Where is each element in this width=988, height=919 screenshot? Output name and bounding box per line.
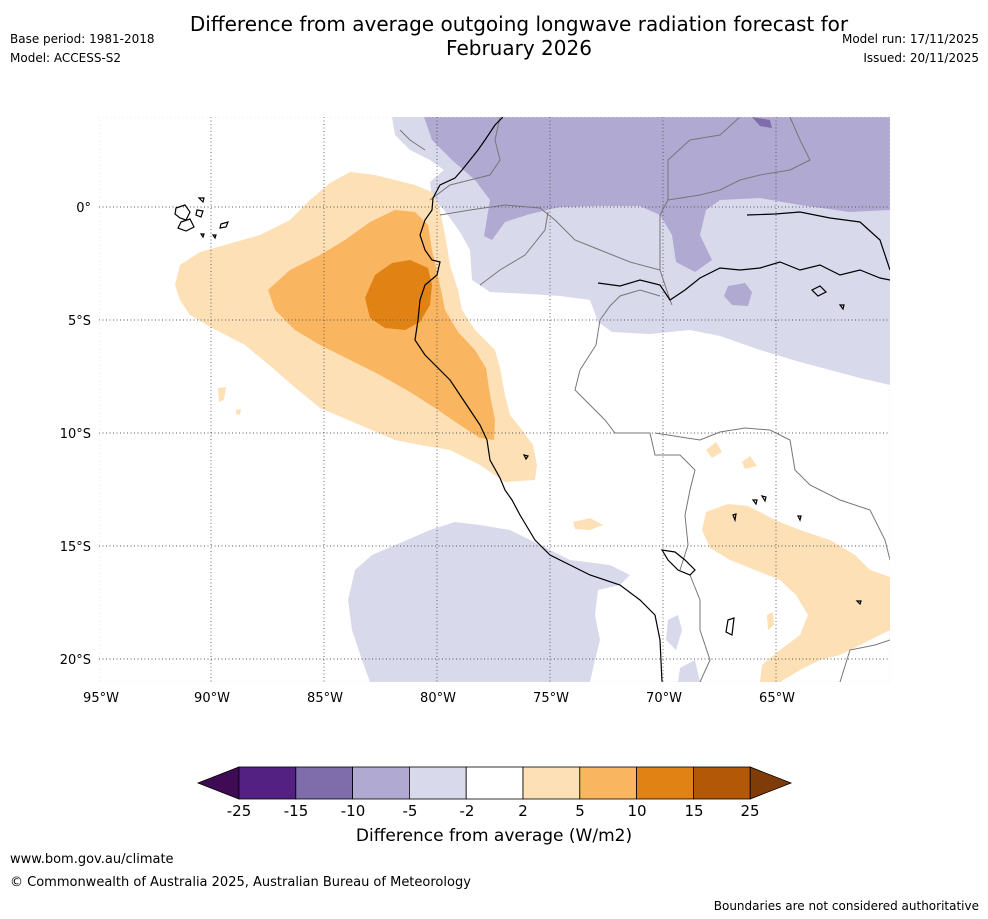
latitude-labels: 0° 5°S 10°S 15°S 20°S	[60, 201, 91, 668]
negative-anomaly-north-medium	[424, 117, 890, 272]
map-title: Difference from average outgoing longwav…	[0, 12, 988, 60]
colorbar-tick: 25	[740, 802, 759, 820]
website-link[interactable]: www.bom.gov.au/climate	[10, 852, 174, 867]
colorbar-title: Difference from average (W/m2)	[355, 826, 633, 846]
positive-anomaly-patch-6	[767, 612, 774, 630]
positive-anomaly-patch-1	[218, 387, 226, 402]
colorbar-swatch	[408, 766, 467, 800]
positive-anomaly-patch-5	[742, 456, 757, 469]
lon-label: 90°W	[194, 691, 230, 706]
base-period: Base period: 1981-2018	[10, 32, 155, 46]
colorbar-extend-low	[196, 766, 240, 800]
colorbar-swatch	[579, 766, 637, 800]
positive-anomaly-patch-2	[236, 409, 241, 415]
boundaries-disclaimer: Boundaries are not considered authoritat…	[713, 899, 979, 913]
colorbar-swatch	[465, 766, 524, 800]
lon-label: 65°W	[759, 691, 795, 706]
colorbar-tick: 10	[627, 802, 646, 820]
lat-label: 15°S	[60, 540, 91, 555]
colorbar-swatch	[238, 766, 297, 800]
lon-label: 70°W	[646, 691, 682, 706]
model-name: Model: ACCESS-S2	[10, 51, 122, 65]
negative-anomaly-patch	[724, 283, 752, 306]
colorbar-swatch	[636, 766, 694, 800]
colorbar-tick: -2	[460, 802, 475, 820]
copyright-text: © Commonwealth of Australia 2025, Austra…	[10, 875, 471, 890]
lat-label: 5°S	[68, 314, 91, 329]
longitude-labels: 95°W 90°W 85°W 80°W 75°W 70°W 65°W	[83, 691, 795, 706]
positive-anomaly-patch-3	[573, 518, 603, 530]
colorbar-tick: -5	[403, 802, 418, 820]
colorbar-tick: -15	[284, 802, 309, 820]
lat-label: 10°S	[60, 427, 91, 442]
colorbar-swatches	[196, 766, 793, 800]
negative-anomaly-south-light	[348, 522, 630, 682]
negative-anomaly-south-small-2	[678, 660, 700, 682]
issued-date: Issued: 20/11/2025	[863, 51, 979, 65]
positive-anomaly-patch-4	[706, 442, 722, 458]
colorbar-swatch	[352, 766, 410, 800]
coastlines	[174, 117, 890, 682]
lon-label: 75°W	[533, 691, 569, 706]
lon-label: 95°W	[83, 691, 119, 706]
colorbar-swatch	[295, 766, 353, 800]
colorbar-swatch	[522, 766, 581, 800]
lon-label: 80°W	[420, 691, 456, 706]
colorbar-tick-labels: -25 -15 -10 -5 -2 2 5 10 15 25	[227, 802, 760, 820]
colorbar-extend-high	[749, 766, 793, 800]
colorbar-swatch	[693, 766, 751, 800]
colorbar-tick: -25	[227, 802, 252, 820]
colorbar-tick: 15	[684, 802, 703, 820]
title-line-1: Difference from average outgoing longwav…	[189, 12, 849, 36]
colorbar-tick: 5	[575, 802, 585, 820]
country-borders	[399, 117, 890, 682]
negative-anomaly-dark-patch	[752, 117, 772, 128]
colorbar-tick: 2	[518, 802, 528, 820]
lat-label: 0°	[76, 201, 91, 216]
colorbar-tick: -10	[341, 802, 366, 820]
positive-anomaly-southeast	[702, 504, 890, 682]
title-line-2: February 2026	[446, 36, 592, 60]
model-run-date: Model run: 17/11/2025	[841, 32, 979, 46]
positive-anomaly-strong	[365, 260, 432, 330]
map-plot-area	[99, 117, 890, 682]
lat-label: 20°S	[60, 653, 91, 668]
negative-anomaly-south-small	[666, 615, 682, 650]
lon-label: 85°W	[307, 691, 343, 706]
